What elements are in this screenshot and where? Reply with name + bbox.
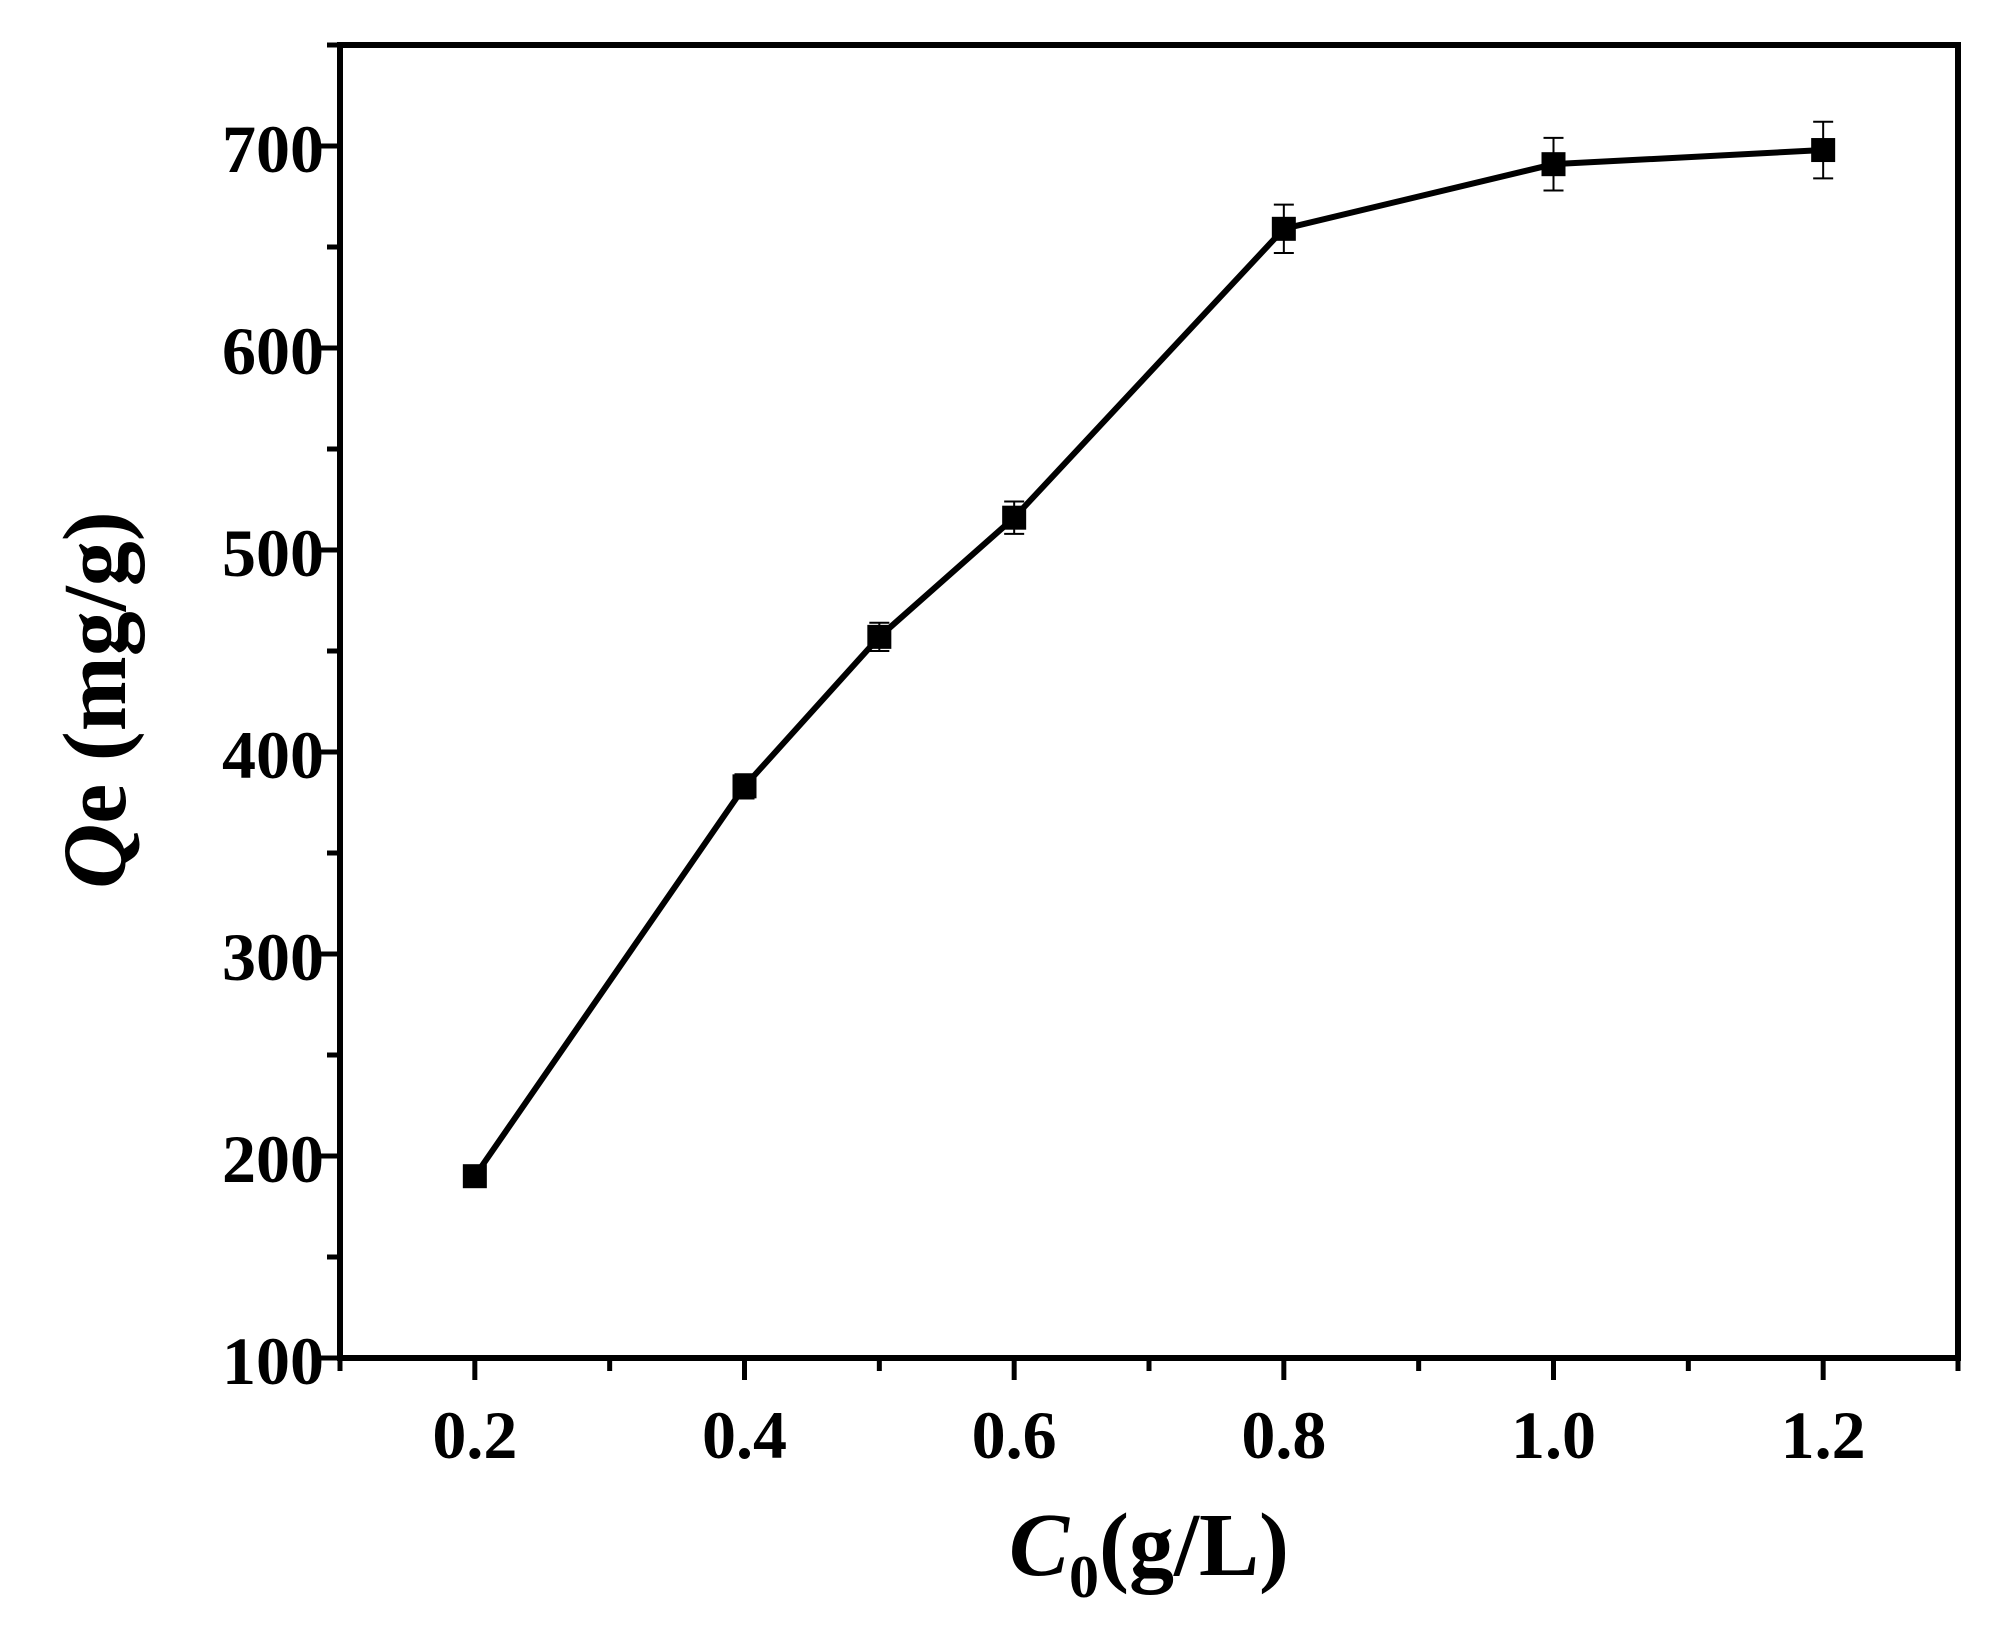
y-tick-label: 700 [222,111,324,187]
y-tick-label: 500 [222,515,324,591]
y-tick-label: 400 [222,717,324,793]
plot-frame [337,42,1961,1361]
y-axis-suffix: e (mg/g) [46,511,145,823]
x-axis-unit: (g/L) [1099,1496,1289,1595]
y-tick-label: 600 [222,313,324,389]
x-axis-symbol: C [1009,1496,1070,1595]
data-point [732,774,757,799]
data-point [1541,152,1566,177]
y-axis-symbol: Q [46,824,145,889]
data-point [1002,505,1027,530]
x-tick-label: 1.0 [1511,1397,1596,1473]
x-tick-label: 0.2 [432,1397,517,1473]
y-tick-label: 300 [222,919,324,995]
x-axis-subscript: 0 [1069,1544,1099,1610]
x-tick-label: 1.2 [1781,1397,1866,1473]
series-layer [462,120,1836,1189]
y-axis-label: Qe (mg/g) [46,511,145,888]
x-axis-label: C0(g/L) [1009,1496,1289,1610]
data-point [462,1164,487,1189]
data-point [1811,138,1836,163]
series-line [472,147,1824,1178]
y-tick-label: 200 [222,1121,324,1197]
x-tick-label: 0.8 [1241,1397,1326,1473]
data-point [867,624,892,649]
y-tick-label: 100 [222,1323,324,1399]
axis-ticks [318,42,1961,1380]
x-tick-label: 0.6 [972,1397,1057,1473]
data-point [1271,216,1296,241]
x-tick-label: 0.4 [702,1397,787,1473]
tick-labels: 0.2 0.4 0.6 0.8 1.0 1.2 100 200 300 400 500 600 700 [222,111,1866,1473]
